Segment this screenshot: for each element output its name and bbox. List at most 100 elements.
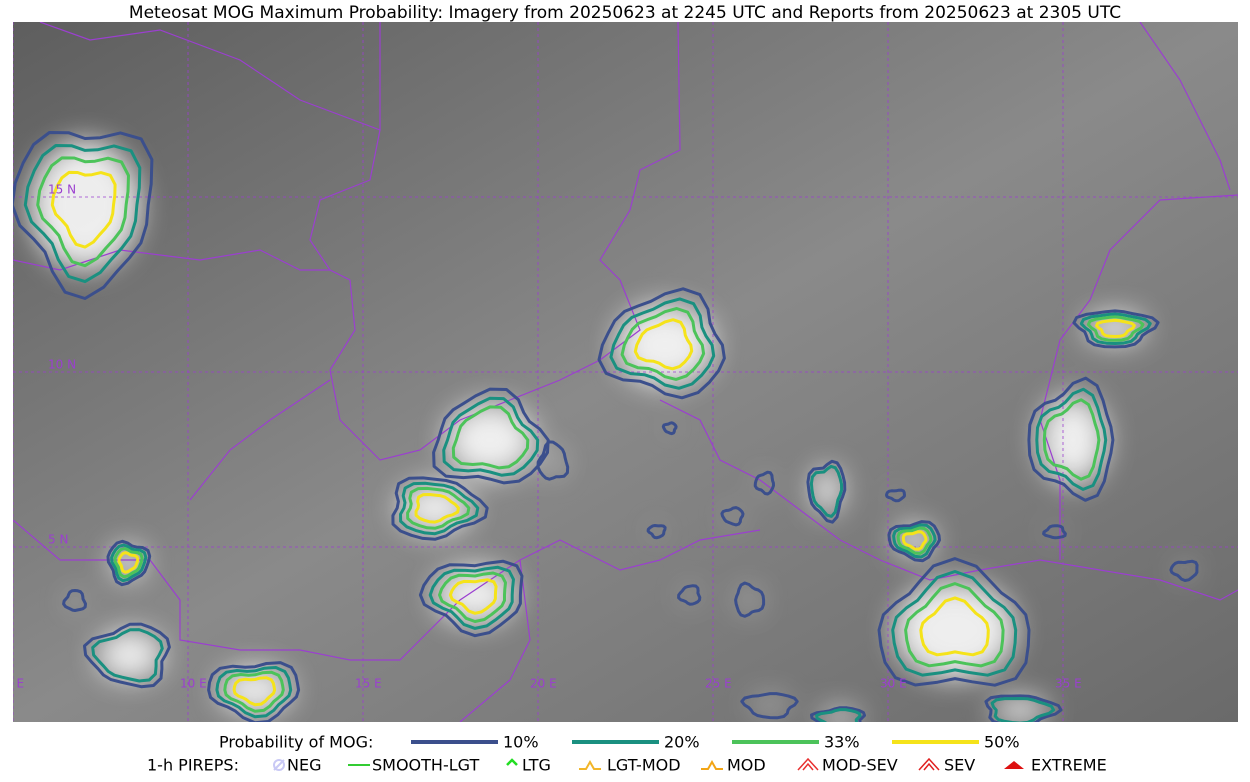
contour bbox=[887, 520, 941, 563]
contour bbox=[1095, 318, 1136, 338]
contour bbox=[609, 297, 716, 390]
legend: Probability of MOG: 10% 20% 33% 50% 1-h PIREP… bbox=[147, 733, 1107, 775]
contour bbox=[720, 506, 745, 527]
legend-label: EXTREME bbox=[1031, 756, 1107, 775]
cloud bbox=[1047, 527, 1063, 537]
cloud bbox=[30, 141, 140, 269]
contour bbox=[223, 670, 285, 713]
contour bbox=[984, 694, 1063, 722]
contour bbox=[13, 131, 154, 300]
legend-label: SMOOTH-LGT bbox=[372, 756, 479, 775]
legend-label: SEV bbox=[944, 756, 975, 775]
contour bbox=[740, 692, 799, 720]
legend-label: NEG bbox=[287, 756, 321, 775]
contour bbox=[919, 596, 990, 657]
lon-label: 35 E bbox=[1055, 677, 1082, 691]
contour bbox=[1086, 315, 1145, 342]
contour bbox=[901, 530, 928, 551]
contour bbox=[1035, 387, 1108, 491]
contour bbox=[117, 551, 140, 574]
lon-label: 10 E bbox=[180, 677, 207, 691]
cloud bbox=[67, 593, 83, 609]
contour bbox=[110, 543, 148, 583]
lon-label: 5 E bbox=[5, 677, 24, 691]
pirep-icon bbox=[273, 759, 285, 771]
contour bbox=[885, 488, 906, 503]
contour bbox=[677, 584, 702, 606]
contour bbox=[406, 486, 471, 530]
contour bbox=[904, 582, 1005, 668]
contour bbox=[1042, 398, 1101, 481]
lat-label: 5 N bbox=[48, 533, 68, 547]
cloud bbox=[992, 698, 1048, 722]
lat-label: 10 N bbox=[48, 358, 76, 372]
contour bbox=[1072, 309, 1160, 349]
legend-label: 33% bbox=[824, 733, 860, 752]
legend-label: LGT-MOD bbox=[607, 756, 681, 775]
contour bbox=[806, 459, 847, 524]
contour bbox=[1042, 524, 1067, 540]
contour bbox=[442, 396, 540, 477]
pirep-icon bbox=[802, 762, 814, 771]
contour bbox=[633, 318, 694, 371]
contour bbox=[36, 156, 130, 268]
contour bbox=[428, 565, 515, 630]
cloud bbox=[98, 631, 162, 679]
legend-label: LTG bbox=[522, 756, 551, 775]
contour bbox=[418, 559, 524, 638]
cloud bbox=[725, 509, 741, 523]
contour bbox=[215, 666, 293, 719]
pirep-icon bbox=[579, 759, 601, 770]
contour bbox=[83, 622, 171, 689]
pirep-icon bbox=[918, 757, 940, 771]
pirep-icon bbox=[506, 758, 518, 766]
legend-label: 50% bbox=[984, 733, 1020, 752]
contour bbox=[892, 523, 937, 559]
lon-label: 15 E bbox=[355, 677, 382, 691]
contour bbox=[891, 570, 1018, 677]
contour bbox=[106, 539, 152, 587]
pirep-icon bbox=[701, 759, 723, 770]
contour bbox=[661, 421, 678, 436]
contour bbox=[414, 493, 460, 524]
map: 15 N 10 N 5 N 5 E 10 E 15 E 20 E 25 E 30 E 35 E bbox=[5, 22, 1238, 722]
contour bbox=[232, 676, 277, 707]
contour bbox=[448, 578, 498, 615]
contour bbox=[753, 470, 775, 496]
contour bbox=[207, 661, 301, 722]
cloud bbox=[650, 526, 664, 536]
contour bbox=[646, 524, 667, 540]
contour bbox=[620, 307, 706, 381]
legend-label: MOD-SEV bbox=[822, 756, 898, 775]
contour bbox=[536, 440, 570, 481]
contour bbox=[1169, 559, 1199, 582]
contour bbox=[810, 706, 866, 722]
legend-label: MOD bbox=[727, 756, 766, 775]
lat-label: 15 N bbox=[48, 183, 76, 197]
legend-title: Probability of MOG: bbox=[219, 733, 373, 752]
contour bbox=[877, 557, 1031, 687]
legend-label: 20% bbox=[664, 733, 700, 752]
contour bbox=[451, 405, 530, 470]
lon-label: 20 E bbox=[530, 677, 557, 691]
cloud bbox=[1039, 396, 1107, 484]
contour bbox=[896, 526, 933, 555]
contour bbox=[113, 547, 144, 579]
pirep-icon bbox=[923, 762, 935, 771]
cloud bbox=[750, 695, 790, 715]
contour bbox=[734, 581, 766, 618]
contour bbox=[62, 589, 87, 612]
legend-title: 1-h PIREPS: bbox=[147, 756, 239, 775]
cloud bbox=[812, 467, 842, 513]
cloud bbox=[617, 305, 713, 385]
contour bbox=[597, 287, 726, 400]
cloud bbox=[1174, 562, 1196, 578]
pirep-icon bbox=[1004, 761, 1024, 769]
lon-label: 30 E bbox=[880, 677, 907, 691]
contour bbox=[432, 387, 550, 485]
cloud bbox=[682, 587, 698, 603]
pirep-icon bbox=[273, 759, 285, 771]
contour bbox=[990, 697, 1056, 722]
contour bbox=[391, 476, 489, 541]
